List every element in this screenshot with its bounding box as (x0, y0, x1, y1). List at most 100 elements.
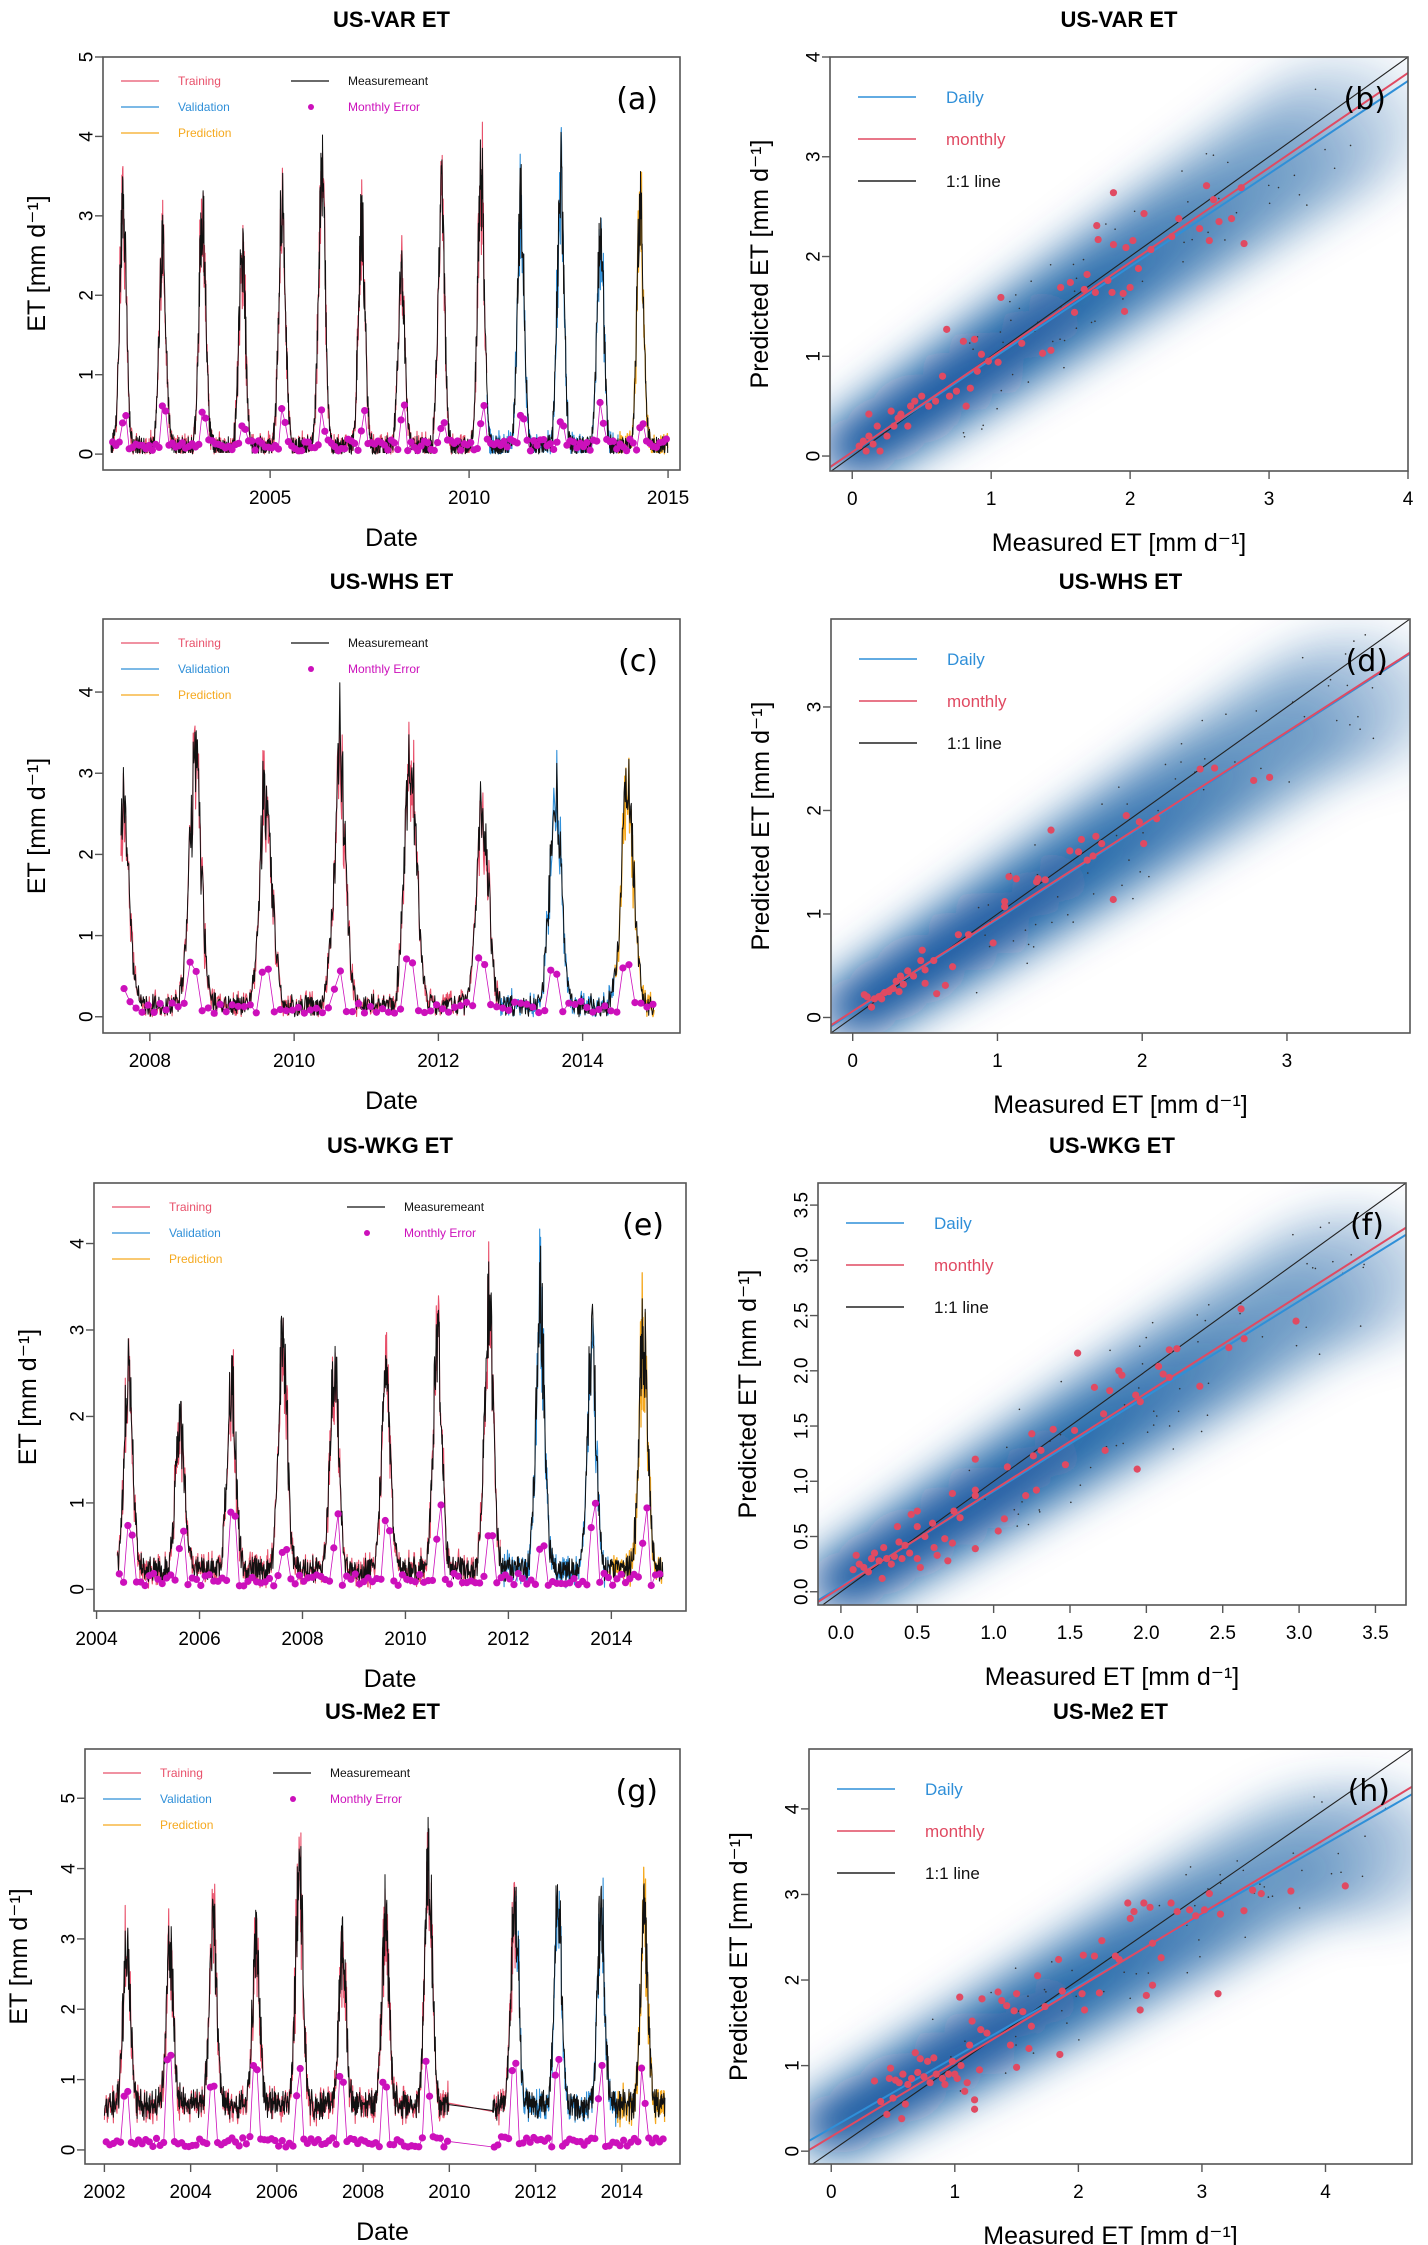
monthly-point (916, 2055, 924, 2063)
monthly-point (1066, 278, 1074, 287)
monthly-point (852, 1551, 860, 1559)
daily-point (1017, 2010, 1020, 2012)
legend: Daily monthly 1:1 line (859, 650, 1007, 753)
monthly-point (1080, 285, 1088, 294)
daily-point (1045, 1991, 1047, 1993)
y-tick-label: 4 (77, 686, 98, 697)
chart-title: US-Me2 ET (325, 1699, 440, 1724)
monthly-point (959, 337, 967, 345)
monthly-error-point (167, 1571, 175, 1579)
monthly-error-point (149, 2142, 157, 2151)
daily-point (1235, 211, 1238, 214)
monthly-error-point (437, 424, 445, 433)
monthly-error-point (160, 2138, 168, 2147)
monthly-error-point (428, 1576, 437, 1585)
monthly-point (1029, 1452, 1037, 1460)
y-tick-label: 3 (77, 211, 98, 222)
monthly-error-point (228, 1001, 236, 1009)
monthly-error-point (503, 443, 511, 451)
x-tick-label: 1.0 (980, 1623, 1006, 1644)
legend-label-training: Training (169, 1200, 212, 1214)
plot-frame (829, 56, 1409, 472)
daily-point (984, 1498, 986, 1501)
monthly-error-point (372, 1008, 381, 1016)
monthly-error-point (351, 439, 359, 447)
daily-point (1122, 298, 1124, 300)
monthly-point (1047, 346, 1055, 354)
monthly-point (883, 432, 891, 440)
monthly-point (878, 1574, 886, 1583)
daily-point (1261, 1335, 1264, 1338)
daily-point (1000, 389, 1003, 392)
monthly-error-point (643, 1504, 651, 1512)
monthly-error-point (481, 960, 489, 969)
legend-marker-monthly-error (308, 104, 314, 110)
monthly-point (898, 2115, 906, 2123)
prediction-series (617, 171, 669, 455)
monthly-point (1122, 812, 1130, 820)
monthly-error-point (607, 1007, 615, 1015)
daily-point (1319, 1226, 1322, 1229)
monthly-point (1095, 1989, 1103, 1997)
daily-point (999, 331, 1002, 333)
monthly-point (970, 2105, 979, 2113)
training-series (120, 717, 500, 1018)
monthly-point (1001, 897, 1009, 906)
monthly-point (1070, 1426, 1079, 1435)
monthly-point (1129, 236, 1137, 245)
monthly-error-point (467, 438, 475, 447)
monthly-error-point (529, 1003, 537, 1011)
monthly-error-point (513, 439, 521, 447)
monthly-point (1216, 1910, 1225, 1918)
y-axis-label: Predicted ET [mm d⁻¹] (734, 1270, 762, 1519)
plot-area (818, 1183, 1406, 1605)
monthly-error-point (235, 439, 243, 447)
chart-panel-c: 2008 2010 2012 2014 0 1 2 3 4 US-WHS ET (c) Date ET … (23, 569, 681, 1115)
monthly-point (977, 350, 986, 358)
chart-title: US-WKG ET (327, 1133, 453, 1158)
monthly-error-point (116, 2138, 125, 2146)
monthly-point (978, 1995, 986, 2003)
daily-point (1255, 710, 1258, 712)
monthly-error-point (440, 2143, 448, 2151)
monthly-point (890, 1552, 898, 1560)
monthly-point (859, 437, 867, 445)
daily-point (1141, 280, 1144, 283)
monthly-point (1167, 1899, 1175, 1907)
daily-point (1016, 1525, 1019, 1527)
y-tick-label: 1 (68, 1498, 89, 1509)
monthly-error-point (334, 1510, 342, 1518)
daily-point (1021, 1501, 1023, 1503)
monthly-error-point (551, 2071, 559, 2079)
monthly-error-point (599, 419, 607, 427)
daily-point (1224, 239, 1226, 241)
monthly-point (941, 1535, 949, 1543)
y-tick-label: 2 (68, 1411, 89, 1422)
daily-point (1059, 338, 1061, 341)
daily-point (968, 342, 971, 344)
monthly-point (926, 2079, 934, 2087)
x-tick-label: 3 (1282, 1051, 1293, 1072)
monthly-point (962, 402, 970, 410)
x-tick-label: 2012 (417, 1051, 459, 1072)
monthly-error-point (540, 1542, 548, 1550)
monthly-point (899, 980, 907, 988)
monthly-error-point (586, 446, 594, 454)
daily-point (1288, 781, 1290, 783)
monthly-error-point (242, 2140, 250, 2148)
daily-point (1168, 1425, 1171, 1427)
daily-point (1015, 2044, 1017, 2046)
monthly-point (973, 367, 981, 375)
monthly-error-point (394, 1581, 402, 1589)
monthly-error-point (306, 1006, 314, 1014)
daily-point (1372, 737, 1375, 740)
daily-point (982, 424, 984, 427)
monthly-error-point (155, 443, 163, 452)
monthly-point (1250, 776, 1258, 785)
monthly-point (1140, 210, 1148, 218)
legend: Daily monthly 1:1 line (858, 88, 1006, 191)
monthly-error-point (162, 407, 170, 415)
daily-point (1138, 1345, 1141, 1348)
monthly-point (1057, 283, 1065, 292)
legend-label-monthly: monthly (934, 1256, 994, 1275)
